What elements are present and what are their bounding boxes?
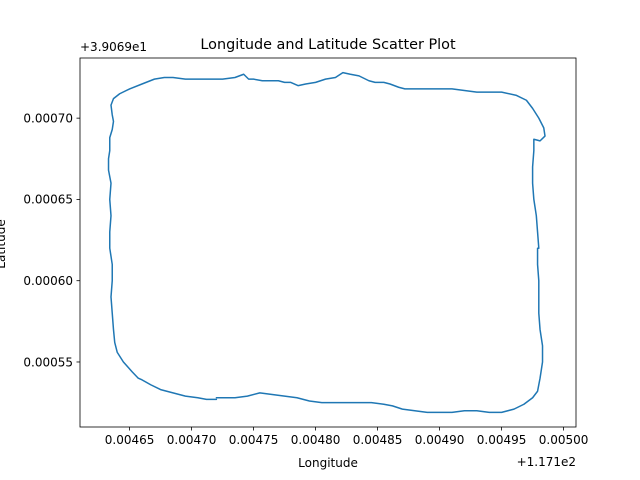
series-layer	[107, 71, 546, 414]
y-tick-label: 0.00065	[23, 193, 73, 207]
y-tick-label: 0.00070	[23, 111, 73, 125]
x-tick-label: 0.00485	[353, 433, 403, 447]
x-tick-label: 0.00500	[539, 433, 589, 447]
x-tick-label: 0.00495	[477, 433, 527, 447]
x-tick-label: 0.00480	[291, 433, 341, 447]
axes-frame	[79, 57, 577, 428]
x-tick-label: 0.00470	[167, 433, 217, 447]
x-tick-label: 0.00465	[105, 433, 155, 447]
x-axis-label: Longitude	[298, 456, 358, 470]
series-line-0	[107, 71, 546, 414]
x-offset-label: +1.171e2	[517, 455, 576, 469]
x-tick-label: 0.00490	[415, 433, 465, 447]
y-axis-label: Latitude	[0, 219, 8, 268]
plot-area	[80, 58, 576, 427]
chart-title: Longitude and Latitude Scatter Plot	[200, 37, 456, 53]
y-tick-label: 0.00055	[23, 355, 73, 369]
y-offset-label: +3.9069e1	[80, 40, 147, 54]
y-tick-label: 0.00060	[23, 274, 73, 288]
x-axis: 0.00465 0.00470 0.00475 0.00480 0.00485 0.004…	[105, 427, 589, 447]
x-tick-label: 0.00475	[229, 433, 279, 447]
y-axis: 0.00055 0.00060 0.00065 0.00070	[23, 111, 80, 369]
